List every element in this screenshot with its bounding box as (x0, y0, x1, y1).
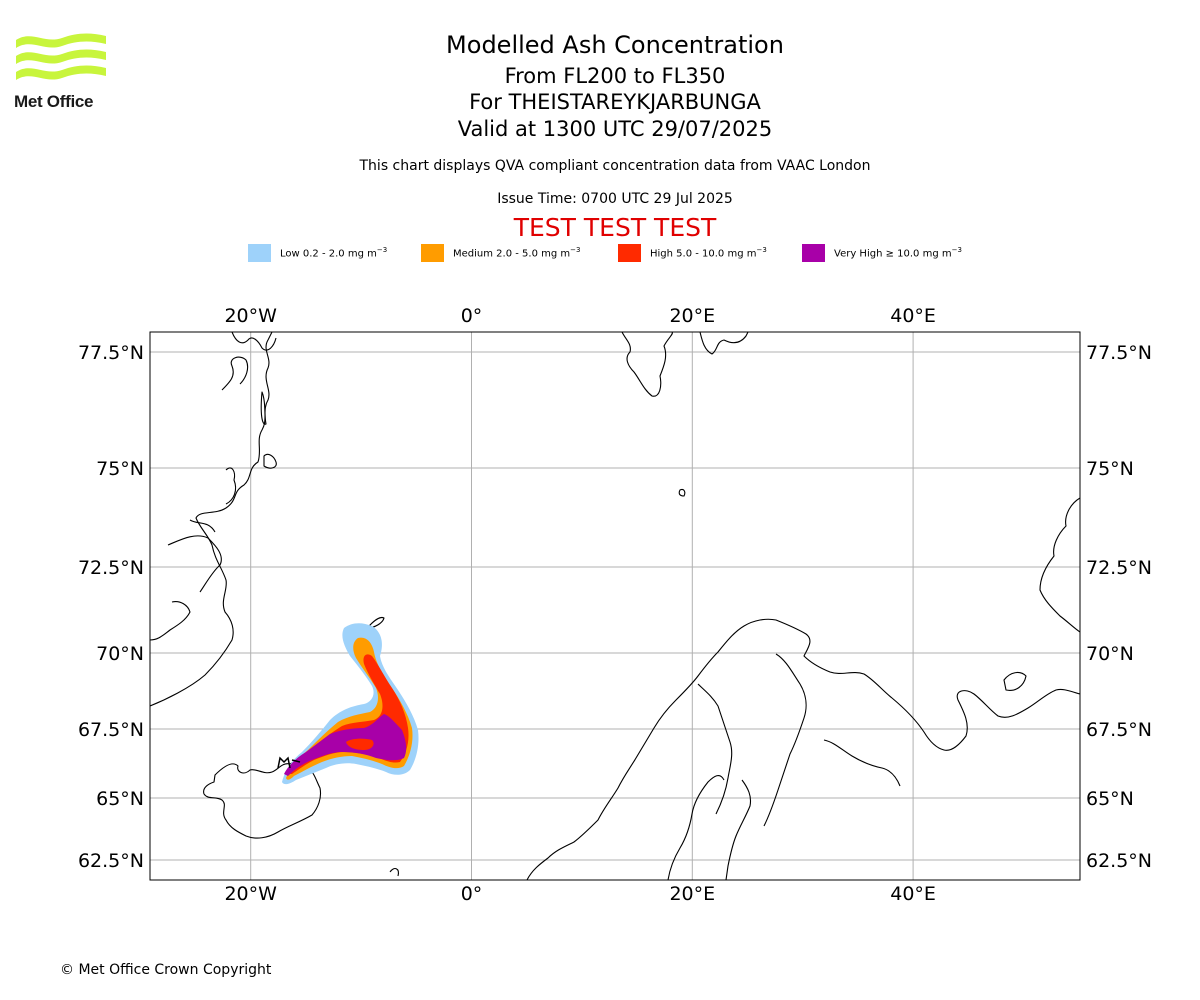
ash-high-core (346, 738, 374, 750)
issue-time: Issue Time: 0700 UTC 29 Jul 2025 (497, 191, 733, 207)
legend-label-medium: Medium 2.0 - 5.0 mg m−3 (453, 246, 581, 260)
lon-tick-label-top: 20°W (224, 305, 277, 327)
legend-swatch-high (618, 244, 641, 262)
axis-labels: 20°W 20°W 0° 0° 20°E 20°E 40°E 40°E 77.5°N 77.5°N… (78, 305, 1152, 905)
lat-tick-label-right: 65°N (1086, 788, 1134, 810)
volcano-marker-icon (277, 756, 301, 769)
legend-swatch-very-high (802, 244, 825, 262)
legend-label-very-high: Very High ≥ 10.0 mg m−3 (834, 246, 962, 260)
lon-tick-label-top: 40°E (890, 305, 936, 327)
greenland-coast (150, 332, 273, 707)
flight-levels: From FL200 to FL350 (504, 64, 726, 88)
legend-label-high: High 5.0 - 10.0 mg m−3 (650, 246, 767, 260)
copyright: © Met Office Crown Copyright (60, 962, 272, 978)
lat-tick-label-right: 75°N (1086, 458, 1134, 480)
legend-label-low: Low 0.2 - 2.0 mg m−3 (280, 246, 388, 260)
lat-tick-label-left: 70°N (96, 643, 144, 665)
lat-tick-label-right: 70°N (1086, 643, 1134, 665)
legend-swatch-low (248, 244, 271, 262)
scandinavia-coast (526, 618, 1080, 880)
map-frame (149, 331, 1081, 881)
lon-tick-label-top: 0° (461, 305, 483, 327)
lat-tick-label-right: 72.5°N (1086, 557, 1152, 579)
iceland-coast (203, 761, 322, 839)
legend-item-low: Low 0.2 - 2.0 mg m−3 (248, 244, 387, 262)
chart-title: Modelled Ash Concentration (446, 31, 784, 59)
logo-text: Met Office (14, 92, 94, 111)
lat-tick-label-right: 67.5°N (1086, 719, 1152, 741)
lat-tick-label-left: 75°N (96, 458, 144, 480)
lon-tick-label-bottom: 0° (461, 883, 483, 905)
coastlines (150, 332, 1080, 880)
lat-tick-label-left: 62.5°N (78, 850, 144, 872)
lon-tick-label-bottom: 40°E (890, 883, 936, 905)
legend-item-high: High 5.0 - 10.0 mg m−3 (618, 244, 767, 262)
lat-tick-label-left: 67.5°N (78, 719, 144, 741)
lat-tick-label-left: 77.5°N (78, 342, 144, 364)
lat-tick-label-left: 65°N (96, 788, 144, 810)
lat-tick-label-left: 72.5°N (78, 557, 144, 579)
svalbard-coast (621, 332, 673, 397)
legend-swatch-medium (421, 244, 444, 262)
lon-tick-label-top: 20°E (669, 305, 715, 327)
graticule (150, 332, 1080, 880)
lat-tick-label-right: 77.5°N (1086, 342, 1152, 364)
valid-time: Valid at 1300 UTC 29/07/2025 (457, 117, 773, 141)
legend-item-medium: Medium 2.0 - 5.0 mg m−3 (421, 244, 580, 262)
lon-tick-label-bottom: 20°E (669, 883, 715, 905)
legend-item-very-high: Very High ≥ 10.0 mg m−3 (802, 244, 962, 262)
ash-plume (282, 623, 419, 785)
test-banner: TEST TEST TEST (513, 213, 717, 242)
ash-very-high-contour (284, 714, 407, 776)
subtitle: This chart displays QVA compliant concen… (359, 158, 871, 174)
met-office-logo-icon (16, 33, 106, 80)
lat-tick-label-right: 62.5°N (1086, 850, 1152, 872)
lon-tick-label-bottom: 20°W (224, 883, 277, 905)
volcano-name: For THEISTAREYKJARBUNGA (469, 90, 761, 114)
